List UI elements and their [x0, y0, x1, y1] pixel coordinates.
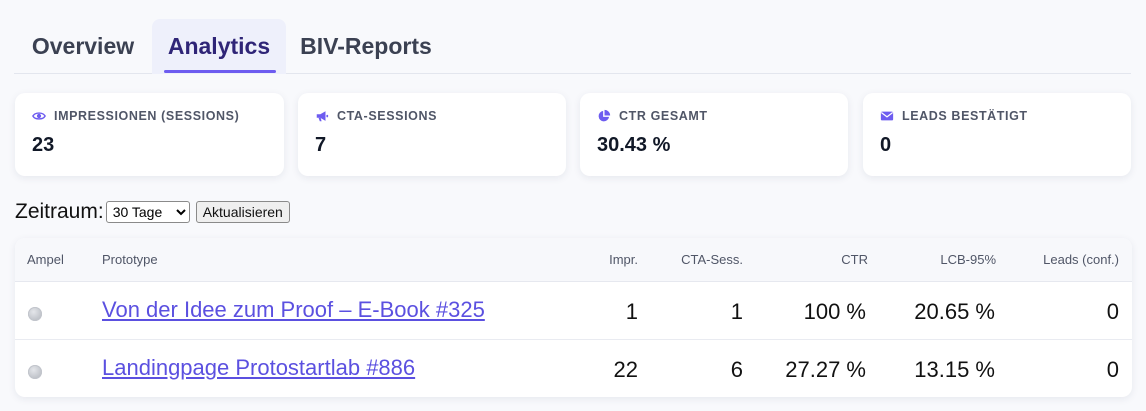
kpi-card-impressions: IMPRESSIONEN (SESSIONS) 23: [15, 93, 284, 176]
kpi-label: CTA-SESSIONS: [337, 109, 438, 123]
kpi-card-cta-sessions: CTA-SESSIONS 7: [298, 93, 566, 176]
kpi-value: 0: [880, 134, 892, 156]
status-light-icon: [28, 365, 42, 379]
prototype-link[interactable]: Von der Idee zum Proof – E-Book #325: [102, 297, 485, 322]
status-light-icon: [28, 307, 42, 321]
header-ctr: CTR: [841, 252, 868, 267]
envelope-icon: [880, 111, 894, 121]
header-ampel: Ampel: [27, 252, 64, 267]
kpi-label: CTR GESAMT: [619, 109, 708, 123]
megaphone-icon: [316, 111, 329, 122]
period-controls: Zeitraum: 30 Tage Aktualisieren: [15, 197, 290, 227]
header-prototype: Prototype: [102, 252, 158, 267]
table-row: Von der Idee zum Proof – E-Book #325 1 1…: [15, 282, 1132, 340]
period-label: Zeitraum:: [15, 200, 104, 223]
prototype-table: Ampel Prototype Impr. CTA-Sess. CTR LCB-…: [15, 238, 1132, 397]
kpi-card-leads: LEADS BESTÄTIGT 0: [863, 93, 1131, 176]
tab-analytics[interactable]: Analytics: [152, 19, 286, 74]
tab-overview[interactable]: Overview: [14, 19, 152, 74]
kpi-value: 7: [315, 134, 327, 156]
kpi-header: CTR GESAMT: [597, 109, 708, 123]
cell-impr: 1: [625, 299, 638, 324]
pie-chart-icon: [598, 109, 611, 122]
kpi-value: 23: [32, 134, 55, 156]
prototype-link[interactable]: Landingpage Protostartlab #886: [102, 355, 416, 380]
cell-ctr: 27.27 %: [785, 357, 866, 382]
header-cta-sessions: CTA-Sess.: [681, 252, 743, 267]
cell-cta-sessions: 6: [730, 357, 743, 382]
kpi-label: IMPRESSIONEN (SESSIONS): [54, 109, 240, 123]
kpi-card-ctr: CTR GESAMT 30.43 %: [580, 93, 848, 176]
tab-biv-reports-label: BIV-Reports: [300, 33, 432, 59]
cell-lcb: 20.65 %: [914, 299, 995, 324]
kpi-value: 30.43 %: [597, 134, 671, 156]
header-impr: Impr.: [609, 252, 638, 267]
table-row: Landingpage Protostartlab #886 22 6 27.2…: [15, 340, 1132, 397]
kpi-header: LEADS BESTÄTIGT: [880, 109, 1028, 123]
cell-leads: 0: [1106, 357, 1119, 382]
kpi-header: CTA-SESSIONS: [315, 109, 437, 123]
tab-bar: Overview Analytics BIV-Reports: [14, 0, 1131, 74]
tab-overview-label: Overview: [31, 33, 135, 59]
cell-leads: 0: [1106, 299, 1119, 324]
cell-impr: 22: [613, 357, 638, 382]
table-header: Ampel Prototype Impr. CTA-Sess. CTR LCB-…: [15, 238, 1132, 282]
header-leads: Leads (conf.): [1043, 252, 1119, 267]
refresh-button[interactable]: Aktualisieren: [195, 201, 290, 223]
cell-lcb: 13.15 %: [914, 357, 995, 382]
kpi-label: LEADS BESTÄTIGT: [902, 109, 1028, 123]
kpi-header: IMPRESSIONEN (SESSIONS): [32, 109, 239, 123]
period-select[interactable]: 30 Tage: [105, 201, 190, 223]
cell-ctr: 100 %: [803, 299, 866, 324]
eye-icon: [32, 112, 46, 120]
active-tab-indicator: [164, 70, 276, 73]
header-lcb: LCB-95%: [940, 252, 996, 267]
tab-biv-reports[interactable]: BIV-Reports: [286, 19, 446, 74]
cell-cta-sessions: 1: [730, 299, 743, 324]
tab-analytics-label: Analytics: [167, 33, 271, 59]
